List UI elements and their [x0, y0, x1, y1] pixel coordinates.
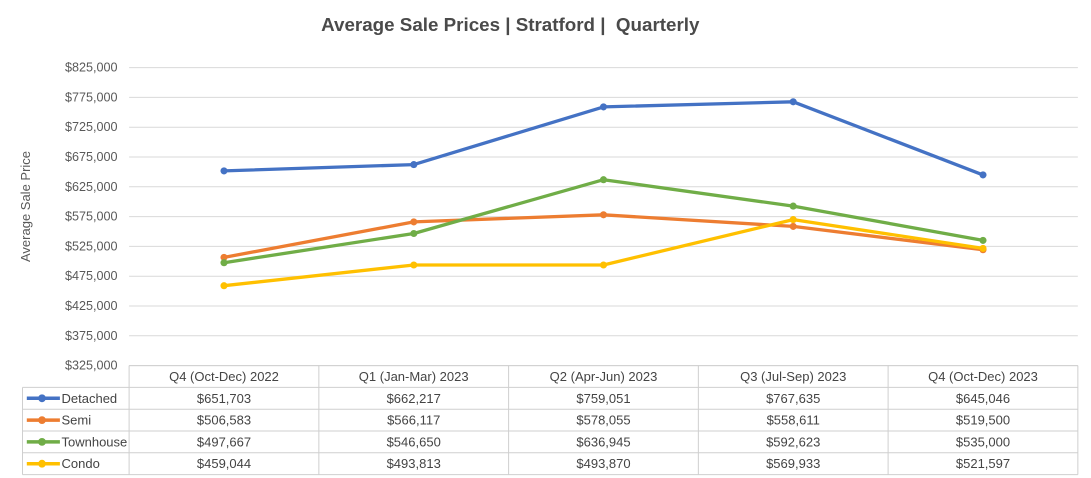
- svg-text:$592,623: $592,623: [766, 434, 820, 449]
- svg-text:Q4 (Oct-Dec) 2022: Q4 (Oct-Dec) 2022: [169, 369, 279, 384]
- svg-text:Detached: Detached: [62, 391, 118, 406]
- svg-text:$767,635: $767,635: [766, 391, 820, 406]
- svg-text:$535,000: $535,000: [956, 434, 1010, 449]
- svg-text:$759,051: $759,051: [576, 391, 630, 406]
- svg-text:$725,000: $725,000: [65, 120, 118, 134]
- svg-text:Q1 (Jan-Mar) 2023: Q1 (Jan-Mar) 2023: [359, 369, 469, 384]
- svg-text:$558,611: $558,611: [767, 413, 820, 428]
- svg-text:$375,000: $375,000: [65, 329, 118, 343]
- svg-text:$475,000: $475,000: [65, 269, 118, 283]
- svg-text:Q2 (Apr-Jun) 2023: Q2 (Apr-Jun) 2023: [550, 369, 658, 384]
- svg-text:$825,000: $825,000: [65, 61, 118, 75]
- svg-text:$525,000: $525,000: [65, 239, 118, 253]
- svg-text:Q4 (Oct-Dec) 2023: Q4 (Oct-Dec) 2023: [928, 369, 1038, 384]
- svg-text:Condo: Condo: [62, 456, 100, 471]
- svg-text:Semi: Semi: [62, 413, 92, 428]
- svg-text:Q3 (Jul-Sep) 2023: Q3 (Jul-Sep) 2023: [740, 369, 846, 384]
- svg-text:$325,000: $325,000: [65, 359, 118, 373]
- svg-text:Average Sale Price: Average Sale Price: [18, 151, 33, 262]
- svg-text:$575,000: $575,000: [65, 210, 118, 224]
- svg-text:$625,000: $625,000: [65, 180, 118, 194]
- svg-text:$519,500: $519,500: [956, 413, 1010, 428]
- svg-text:$493,813: $493,813: [387, 456, 441, 471]
- svg-text:$662,217: $662,217: [387, 391, 441, 406]
- svg-text:Average Sale Prices | Stratfor: Average Sale Prices | Stratford | Quarte…: [321, 14, 700, 35]
- svg-text:$775,000: $775,000: [65, 90, 118, 104]
- svg-text:$651,703: $651,703: [197, 391, 251, 406]
- svg-text:$675,000: $675,000: [65, 150, 118, 164]
- svg-text:$521,597: $521,597: [956, 456, 1010, 471]
- svg-text:$645,046: $645,046: [956, 391, 1010, 406]
- svg-text:Townhouse: Townhouse: [62, 434, 128, 449]
- svg-text:$425,000: $425,000: [65, 299, 118, 313]
- svg-text:$493,870: $493,870: [576, 456, 630, 471]
- svg-text:$566,117: $566,117: [387, 413, 440, 428]
- svg-text:$497,667: $497,667: [197, 434, 251, 449]
- svg-text:$506,583: $506,583: [197, 413, 251, 428]
- svg-text:$459,044: $459,044: [197, 456, 251, 471]
- svg-text:$569,933: $569,933: [766, 456, 820, 471]
- svg-text:$578,055: $578,055: [576, 413, 630, 428]
- svg-text:$546,650: $546,650: [387, 434, 441, 449]
- svg-text:$636,945: $636,945: [576, 434, 630, 449]
